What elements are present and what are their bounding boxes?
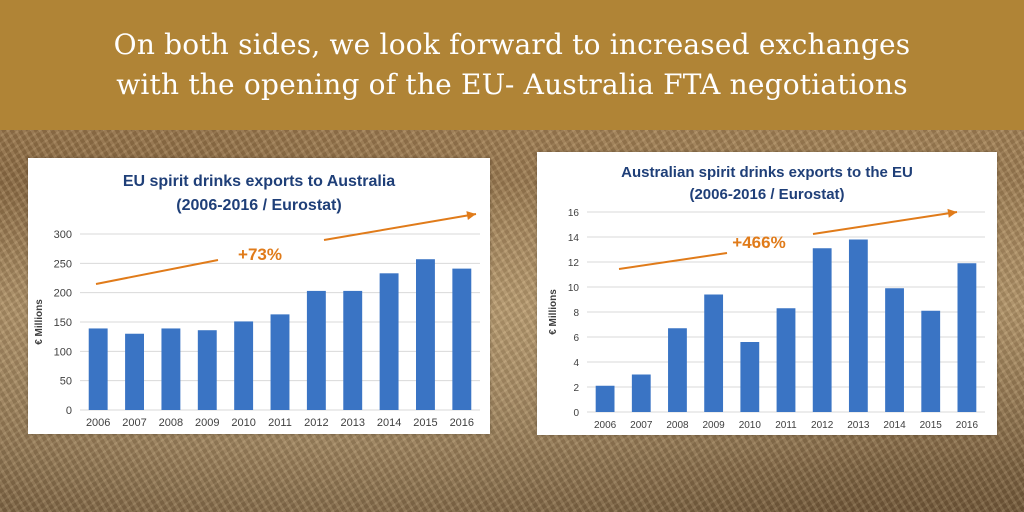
bar: [776, 308, 796, 412]
bar: [885, 288, 904, 412]
headline-line-1: On both sides, we look forward to increa…: [113, 28, 911, 61]
y-tick-label: 12: [568, 258, 580, 269]
x-tick-label: 2011: [268, 417, 292, 429]
y-tick-label: 16: [568, 208, 580, 219]
x-tick-label: 2006: [86, 417, 110, 429]
bar: [740, 342, 760, 412]
x-tick-label: 2007: [122, 417, 146, 429]
bar: [668, 328, 687, 412]
eu-exports-chart-card: EU spirit drinks exports to Australia (20…: [28, 158, 490, 434]
australia-exports-chart-card: Australian spirit drinks exports to the …: [537, 152, 997, 435]
bar: [270, 314, 290, 410]
x-tick-label: 2014: [377, 417, 401, 429]
bar: [848, 239, 868, 412]
bar: [197, 330, 217, 410]
chart-title: EU spirit drinks exports to Australia: [123, 173, 395, 190]
trend-arrow-head: [947, 208, 957, 218]
headline-banner: On both sides, we look forward to increa…: [0, 0, 1024, 130]
y-axis-label: € Millions: [548, 289, 559, 335]
chart-subtitle: (2006-2016 / Eurostat): [689, 186, 844, 203]
x-tick-label: 2008: [159, 417, 183, 429]
y-tick-label: 200: [54, 288, 72, 300]
x-tick-label: 2010: [739, 420, 762, 431]
y-tick-label: 150: [54, 317, 72, 329]
bar: [595, 385, 615, 412]
headline-line-2: with the opening of the EU- Australia FT…: [116, 68, 908, 101]
x-tick-label: 2016: [450, 417, 474, 429]
trend-arrow-segment: [618, 252, 728, 270]
bar: [631, 374, 651, 412]
bar: [343, 290, 363, 410]
x-tick-label: 2009: [195, 417, 219, 429]
x-tick-label: 2011: [775, 420, 797, 431]
y-tick-label: 300: [54, 229, 72, 241]
x-tick-label: 2006: [594, 420, 617, 431]
chart-title: Australian spirit drinks exports to the …: [621, 164, 913, 181]
growth-annotation: +466%: [732, 233, 785, 252]
x-tick-label: 2014: [883, 420, 906, 431]
trend-arrow-head: [466, 211, 476, 220]
x-tick-label: 2016: [956, 420, 979, 431]
growth-annotation: +73%: [238, 245, 282, 264]
x-tick-label: 2012: [811, 420, 834, 431]
y-tick-label: 10: [568, 283, 580, 294]
y-tick-label: 0: [66, 405, 72, 417]
x-tick-label: 2007: [630, 420, 653, 431]
bar: [88, 328, 108, 410]
x-tick-label: 2015: [920, 420, 943, 431]
trend-arrow-segment: [812, 211, 958, 235]
y-tick-label: 250: [54, 258, 72, 270]
y-tick-label: 14: [568, 233, 580, 244]
bar: [812, 248, 832, 412]
eu-exports-chart: EU spirit drinks exports to Australia (20…: [34, 173, 480, 429]
x-tick-label: 2010: [231, 417, 255, 429]
y-tick-label: 0: [573, 408, 579, 419]
x-tick-label: 2009: [703, 420, 726, 431]
y-tick-label: 4: [573, 358, 579, 369]
y-tick-label: 6: [573, 333, 579, 344]
bar: [704, 294, 724, 412]
chart-subtitle: (2006-2016 / Eurostat): [176, 197, 341, 214]
y-tick-label: 2: [573, 383, 579, 394]
bar: [921, 310, 941, 412]
bar: [306, 290, 326, 410]
bar: [379, 273, 399, 410]
x-tick-label: 2013: [847, 420, 870, 431]
x-tick-label: 2008: [666, 420, 689, 431]
bar: [957, 263, 977, 412]
x-tick-label: 2012: [304, 417, 328, 429]
australia-exports-chart: Australian spirit drinks exports to the …: [548, 164, 985, 431]
y-axis-label: € Millions: [34, 299, 45, 345]
bar: [234, 321, 254, 410]
bar: [452, 268, 472, 410]
y-tick-label: 50: [60, 376, 72, 388]
y-tick-label: 100: [54, 346, 72, 358]
bar: [161, 328, 181, 410]
trend-arrow-segment: [95, 259, 219, 285]
x-tick-label: 2013: [340, 417, 364, 429]
y-tick-label: 8: [573, 308, 579, 319]
bar: [125, 333, 144, 410]
x-tick-label: 2015: [413, 417, 437, 429]
trend-arrow-segment: [323, 213, 477, 241]
bar: [416, 259, 435, 410]
